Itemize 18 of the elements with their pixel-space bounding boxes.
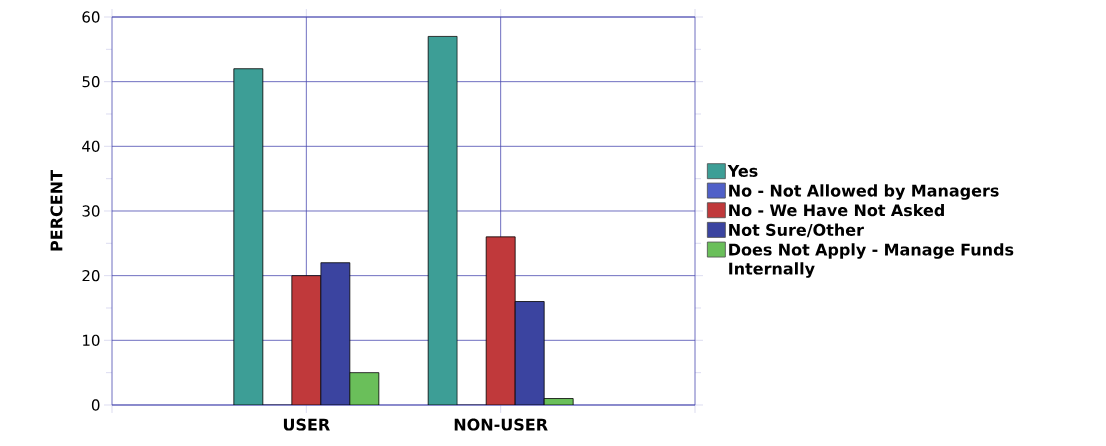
x-tick-label: NON-USER [454, 418, 548, 431]
y-tick-label: 40 [82, 140, 100, 153]
y-tick-label: 60 [82, 11, 100, 23]
bar [349, 372, 380, 405]
legend-label: No - Not Allowed by Managers [729, 184, 999, 200]
bar [427, 36, 458, 405]
y-tick-label: 50 [82, 75, 100, 88]
y-tick-label: 0 [91, 399, 100, 411]
y-tick-label: 20 [82, 269, 100, 282]
x-tick-label: USER [283, 418, 330, 431]
legend-label: Not Sure/Other [729, 223, 864, 238]
legend-label: Does Not Apply - Manage Funds Internally [729, 243, 1014, 278]
y-tick-label: 30 [82, 205, 100, 217]
y-axis-title: PERCENT [50, 170, 63, 251]
y-tick-label: 10 [83, 334, 100, 346]
legend-label: No - We Have Not Asked [729, 203, 944, 217]
legend-label: Yes [727, 165, 758, 177]
bar [233, 68, 264, 405]
